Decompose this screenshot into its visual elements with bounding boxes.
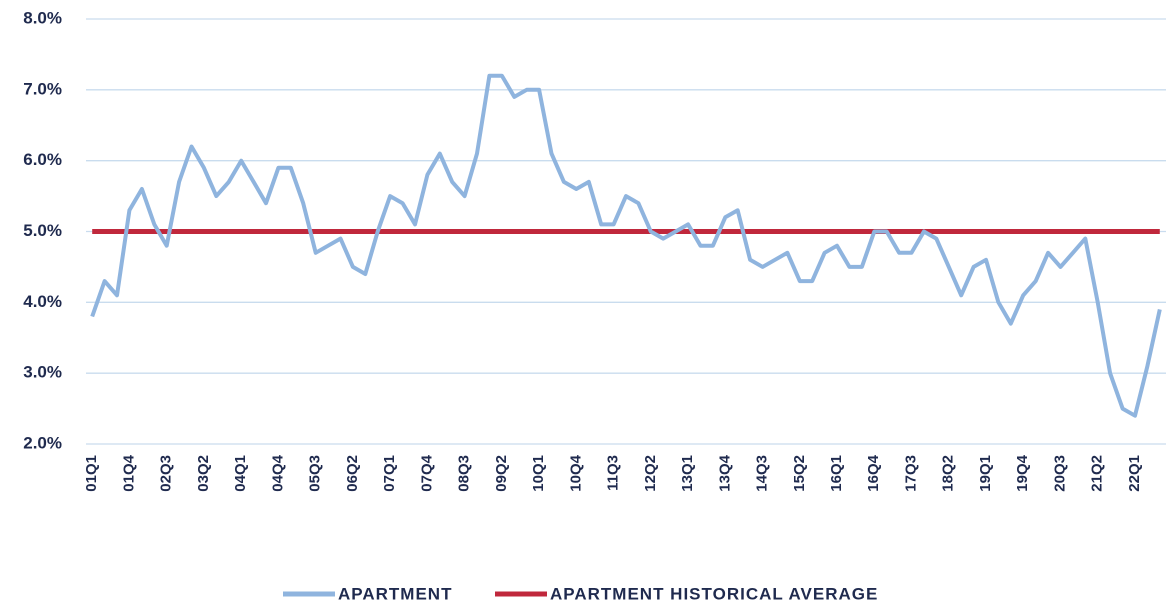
x-tick-label: 01Q1 — [83, 455, 100, 492]
y-tick-label: 8.0% — [23, 8, 62, 27]
x-tick-label: 09Q2 — [493, 455, 510, 492]
x-tick-label: 07Q4 — [418, 454, 435, 491]
x-tick-label: 03Q2 — [195, 455, 212, 492]
x-tick-label: 18Q2 — [940, 455, 957, 492]
x-tick-label: 16Q1 — [828, 455, 845, 492]
x-tick-label: 13Q1 — [679, 455, 696, 492]
legend-label: APARTMENT HISTORICAL AVERAGE — [550, 584, 878, 603]
x-tick-label: 11Q3 — [605, 455, 622, 491]
apartment-line — [90, 73, 1162, 418]
y-tick-label: 3.0% — [23, 363, 62, 382]
x-tick-label: 07Q1 — [381, 455, 398, 492]
x-tick-label: 13Q4 — [716, 454, 733, 491]
x-tick-label: 06Q2 — [344, 455, 361, 492]
y-tick-label: 5.0% — [23, 221, 62, 240]
x-tick-label: 19Q4 — [1014, 454, 1031, 491]
x-tick-label: 02Q3 — [158, 455, 175, 492]
y-tick-label: 2.0% — [23, 433, 62, 452]
y-tick-label: 6.0% — [23, 150, 62, 169]
x-tick-label: 14Q3 — [754, 455, 771, 492]
x-tick-label: 19Q1 — [977, 455, 994, 492]
x-tick-label: 04Q1 — [232, 455, 249, 492]
legend-label: APARTMENT — [338, 584, 452, 603]
x-tick-label: 08Q3 — [456, 455, 473, 492]
x-tick-label: 20Q3 — [1051, 455, 1068, 492]
x-tick-label: 04Q4 — [269, 454, 286, 491]
x-tick-label: 17Q3 — [902, 455, 919, 492]
x-tick-label: 12Q2 — [642, 455, 659, 492]
x-tick-label: 10Q1 — [530, 455, 547, 492]
x-tick-label: 15Q2 — [791, 455, 808, 492]
x-tick-label: 16Q4 — [865, 454, 882, 491]
x-tick-label: 21Q2 — [1089, 455, 1106, 492]
y-tick-label: 4.0% — [23, 292, 62, 311]
x-tick-label: 22Q1 — [1126, 455, 1143, 492]
x-tick-label: 10Q4 — [567, 454, 584, 491]
y-tick-label: 7.0% — [23, 79, 62, 98]
x-tick-label: 01Q4 — [120, 454, 137, 491]
x-tick-label: 05Q3 — [307, 455, 324, 492]
